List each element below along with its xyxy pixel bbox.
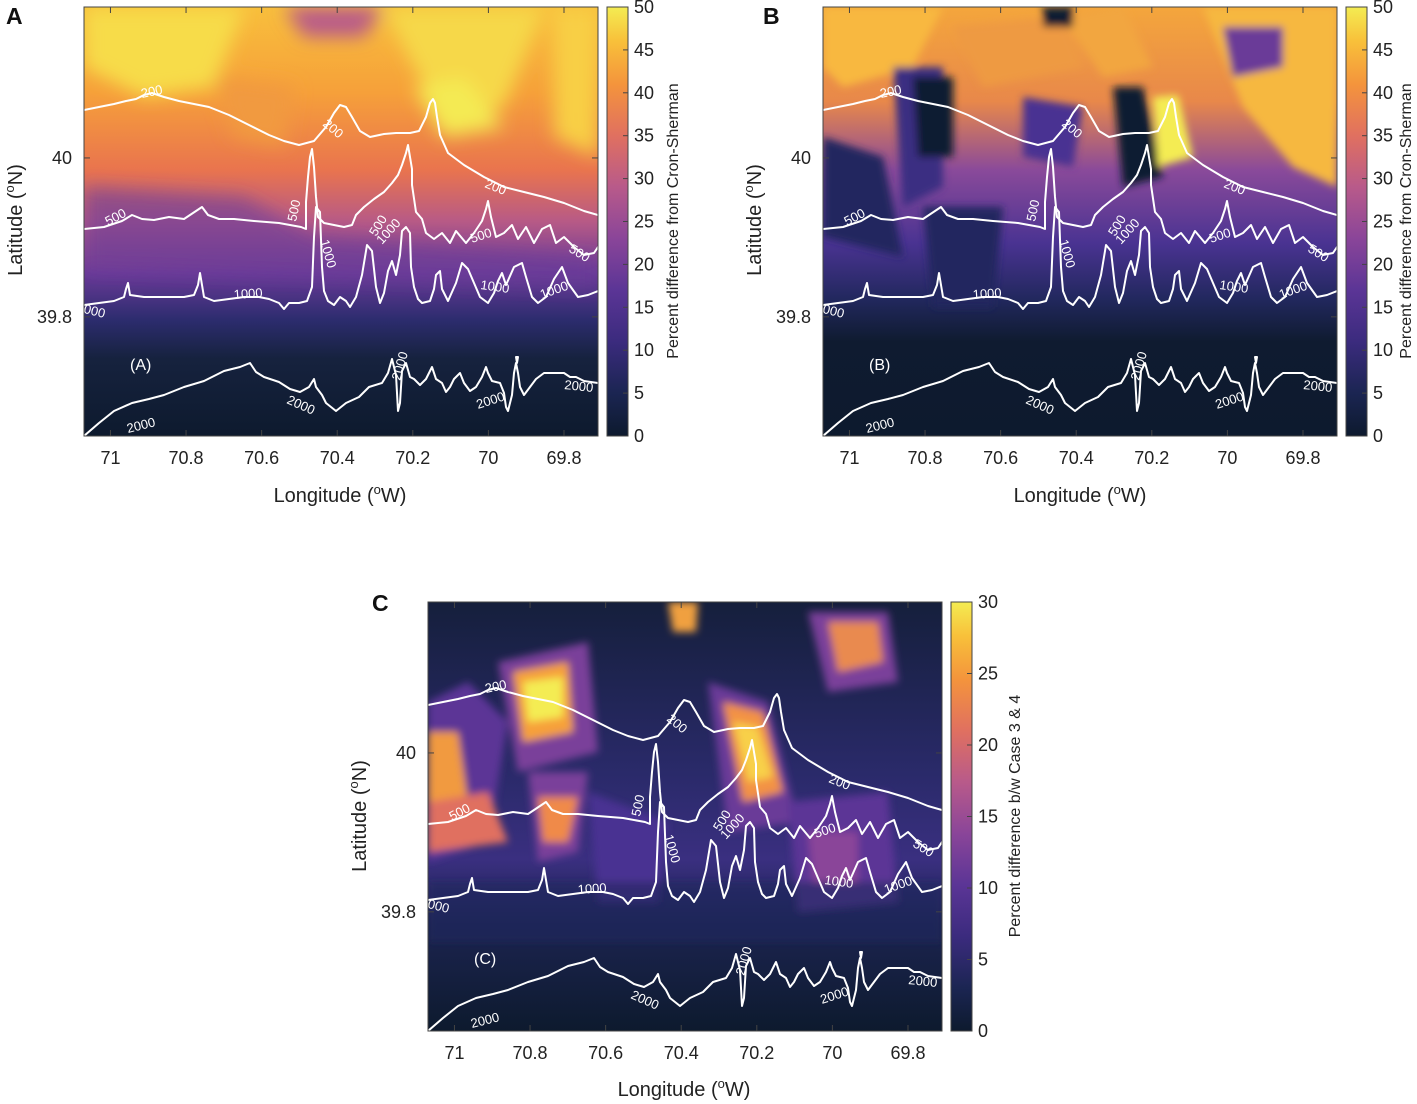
y-tick-label: 40 (396, 743, 416, 763)
x-axis: 71 70.8 70.6 70.4 70.2 70 69.8 (444, 602, 926, 1063)
colorbar: 0 5 10 15 20 25 30 35 40 45 50 Percent difference … (1345, 0, 1415, 446)
plot-frame (822, 6, 1338, 437)
colorbar-ticks: 0 5 10 15 20 25 30 35 40 45 50 (623, 0, 654, 446)
x-axis: 71 70.8 70.6 70.4 70.2 70 69.8 (100, 7, 582, 468)
x-tick-label: 70.6 (588, 1043, 623, 1063)
colorbar-tick-label: 0 (1373, 426, 1383, 446)
colorbar-tick-label: 15 (978, 807, 998, 827)
colorbar-tick-label: 20 (634, 254, 654, 274)
y-axis-title: Latitude (oN) (2, 164, 27, 276)
y-tick-label: 40 (52, 148, 72, 168)
x-tick-label: 69.8 (890, 1043, 925, 1063)
x-axis-title: Longitude (oW) (618, 1076, 751, 1101)
colorbar-tick-label: 0 (634, 426, 644, 446)
x-tick-label: 71 (100, 448, 120, 468)
colorbar-tick-label: 45 (634, 40, 654, 60)
x-tick-label: 70.4 (320, 448, 355, 468)
inner-label: (C) (474, 951, 496, 968)
x-tick-label: 70.8 (513, 1043, 548, 1063)
x-tick-label: 70 (478, 448, 498, 468)
y-tick-label: 40 (791, 148, 811, 168)
colorbar-tick-label: 50 (1373, 0, 1393, 17)
x-tick-label: 69.8 (546, 448, 581, 468)
y-axis-title: Latitude (oN) (741, 164, 766, 276)
x-tick-label: 70.2 (395, 448, 430, 468)
inner-label: (A) (130, 357, 151, 374)
panel-a: A (A) 71 70.8 70.6 70.4 70.2 70 69.8 40 39.8 Lo… (2, 0, 682, 507)
x-tick-label: 70.6 (244, 448, 279, 468)
y-axis: 40 39.8 (381, 743, 942, 922)
colorbar-tick-label: 30 (1373, 169, 1393, 189)
colorbar-tick-label: 45 (1373, 40, 1393, 60)
x-tick-label: 70.2 (739, 1043, 774, 1063)
panel-letter: A (6, 3, 23, 29)
panel-c: C (346, 590, 1024, 1101)
x-tick-label: 70 (1217, 448, 1237, 468)
colorbar-tick-label: 20 (1373, 254, 1393, 274)
x-axis-title: Longitude (oW) (1014, 482, 1147, 507)
y-tick-label: 39.8 (37, 307, 72, 327)
y-axis: 40 39.8 (37, 148, 598, 327)
colorbar-tick-label: 25 (1373, 212, 1393, 232)
colorbar-tick-label: 5 (634, 383, 644, 403)
colorbar-tick-label: 10 (1373, 340, 1393, 360)
y-tick-label: 39.8 (776, 307, 811, 327)
colorbar-title: Percent difference from Cron-Sherman (665, 83, 682, 358)
colorbar-ticks: 0 5 10 15 20 25 30 35 40 45 50 (1362, 0, 1393, 446)
plot-frame (427, 601, 943, 1032)
colorbar-tick-label: 20 (978, 735, 998, 755)
heatmap-field (823, 7, 1337, 436)
colorbar-tick-label: 25 (634, 212, 654, 232)
x-tick-label: 70.6 (983, 448, 1018, 468)
x-tick-label: 70 (822, 1043, 842, 1063)
plot-frame (83, 6, 599, 437)
panel-letter: B (763, 3, 780, 29)
colorbar-tick-label: 40 (634, 83, 654, 103)
heatmap-field (428, 602, 942, 1031)
inner-label: (B) (869, 357, 890, 374)
panel-letter: C (372, 590, 389, 616)
colorbar: 0 5 10 15 20 25 30 35 40 45 50 Percent difference … (606, 0, 682, 446)
x-tick-label: 70.8 (908, 448, 943, 468)
colorbar: 0 5 10 15 20 25 30 Percent difference b/w Case… (950, 592, 1024, 1041)
colorbar-tick-label: 40 (1373, 83, 1393, 103)
colorbar-ticks: 0 5 10 15 20 25 30 (967, 592, 998, 1041)
colorbar-title: Percent difference from Cron-Sherman (1398, 83, 1415, 358)
x-tick-label: 71 (444, 1043, 464, 1063)
x-tick-label: 69.8 (1285, 448, 1320, 468)
x-axis-title: Longitude (oW) (274, 482, 407, 507)
colorbar-tick-label: 30 (978, 592, 998, 612)
colorbar-tick-label: 15 (1373, 297, 1393, 317)
x-tick-label: 70.2 (1134, 448, 1169, 468)
panel-b: B (B) 7 (741, 0, 1415, 507)
colorbar-tick-label: 35 (1373, 126, 1393, 146)
colorbar-tick-label: 35 (634, 126, 654, 146)
colorbar-tick-label: 0 (978, 1021, 988, 1041)
colorbar-title: Percent difference b/w Case 3 & 4 (1007, 695, 1024, 938)
colorbar-tick-label: 10 (978, 878, 998, 898)
y-axis-title: Latitude (oN) (346, 760, 371, 872)
colorbar-tick-label: 50 (634, 0, 654, 17)
colorbar-tick-label: 10 (634, 340, 654, 360)
x-tick-label: 70.8 (169, 448, 204, 468)
colorbar-tick-label: 5 (978, 950, 988, 970)
y-tick-label: 39.8 (381, 902, 416, 922)
colorbar-tick-label: 25 (978, 664, 998, 684)
heatmap-field (84, 7, 598, 436)
colorbar-tick-label: 30 (634, 169, 654, 189)
x-tick-label: 70.4 (1059, 448, 1094, 468)
x-tick-label: 71 (839, 448, 859, 468)
x-axis: 71 70.8 70.6 70.4 70.2 70 69.8 (839, 7, 1321, 468)
colorbar-tick-label: 15 (634, 297, 654, 317)
x-tick-label: 70.4 (664, 1043, 699, 1063)
y-axis: 40 39.8 (776, 148, 1337, 327)
colorbar-tick-label: 5 (1373, 383, 1383, 403)
